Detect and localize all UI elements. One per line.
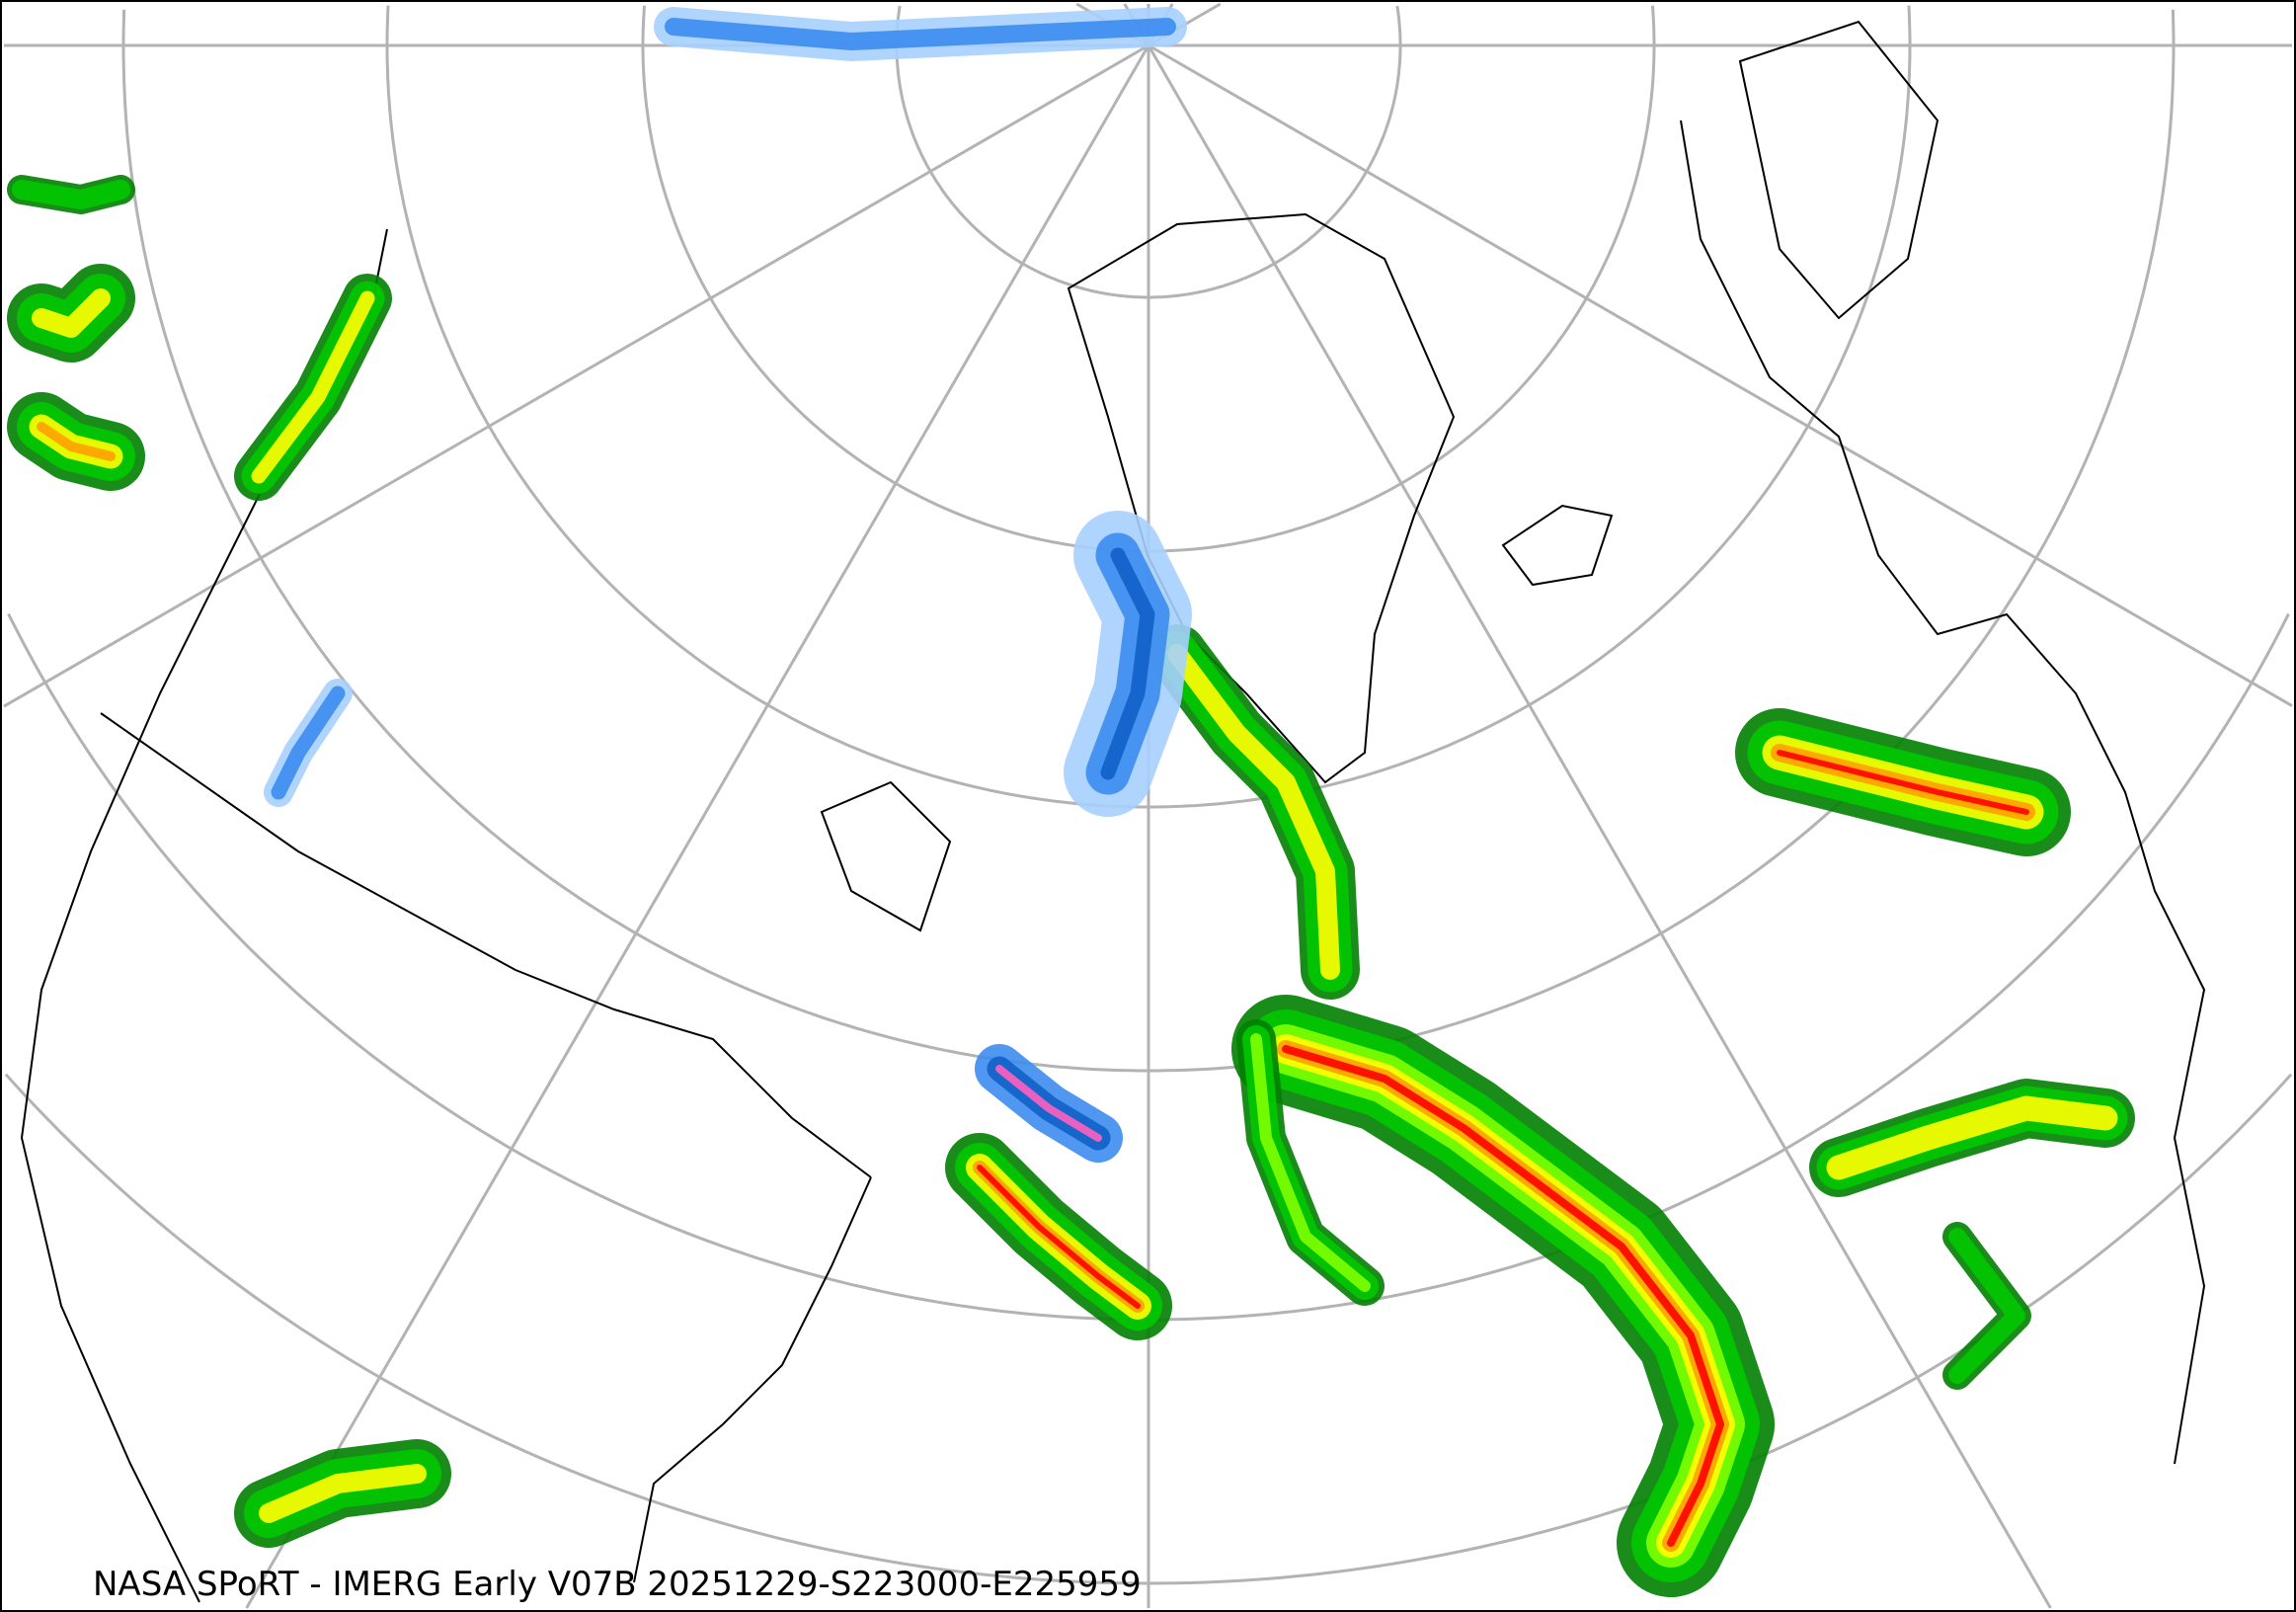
europe-coast bbox=[1680, 120, 2206, 1465]
greenland-coast-band bbox=[1167, 644, 1340, 980]
meridian-line bbox=[3, 43, 1149, 708]
canada-snow bbox=[1100, 547, 1155, 780]
scandinavia bbox=[1738, 20, 1940, 320]
europe-rain bbox=[1777, 750, 2029, 815]
latitude-circle bbox=[1907, 5, 1912, 45]
mid-atlantic-band bbox=[1826, 1095, 2118, 1180]
greenland-snow bbox=[665, 18, 1176, 50]
iceland bbox=[1501, 504, 1614, 587]
latitude-circle bbox=[895, 5, 1402, 299]
new-england-rain bbox=[977, 1165, 1141, 1309]
map-caption: NASA SPoRT - IMERG Early V07B 20251229-S… bbox=[93, 1565, 1142, 1604]
western-canada-snow bbox=[271, 685, 346, 800]
meridian-line bbox=[1148, 43, 2293, 707]
labrador-coast-rain bbox=[1250, 1033, 1371, 1292]
latitude-circle bbox=[2171, 9, 2176, 45]
latitude-circle bbox=[121, 9, 2176, 1073]
pacific-north-rain bbox=[12, 180, 130, 209]
meridian-line bbox=[245, 44, 1150, 1609]
mexico-rain bbox=[259, 1464, 427, 1523]
east-coast-us bbox=[633, 1176, 872, 1583]
alaska-coast-rain bbox=[251, 290, 375, 484]
latitude-circle bbox=[1395, 5, 1402, 45]
central-atlantic-band bbox=[1948, 1228, 2025, 1384]
quebec-snow bbox=[995, 1065, 1102, 1142]
pacific-rain-north bbox=[32, 288, 111, 338]
us-canada-border bbox=[100, 712, 872, 1178]
atlantic-rain-band bbox=[1282, 1045, 1724, 1547]
meridian-line bbox=[1147, 44, 2052, 1609]
latitude-circle bbox=[1650, 5, 1656, 45]
pacific-rain-south bbox=[37, 422, 116, 461]
hudson-bay bbox=[820, 780, 952, 932]
precipitation-overlay bbox=[7, 7, 2135, 1597]
